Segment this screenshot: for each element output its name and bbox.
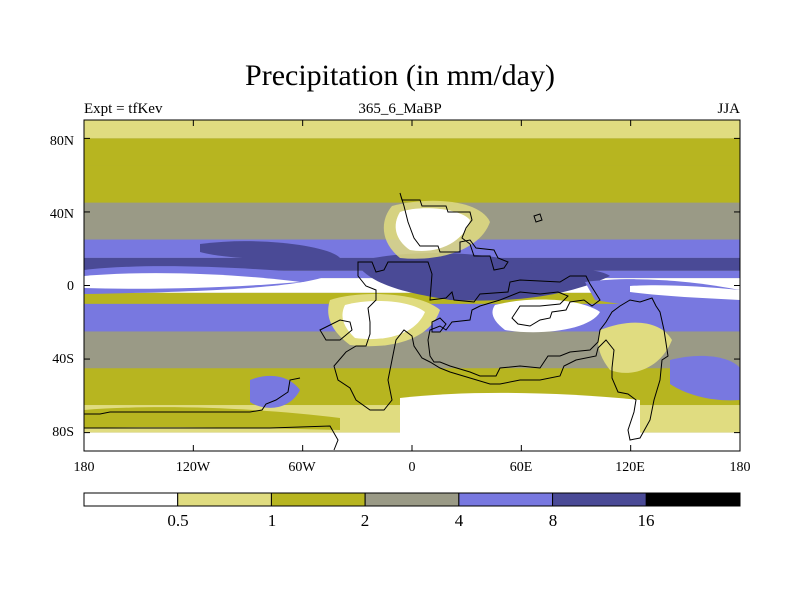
x-tick-label: 60E — [509, 460, 533, 475]
colorbar-level-label: 0.5 — [167, 511, 189, 530]
tropical-monsoon-core — [355, 253, 610, 301]
y-tick-label: 40S — [52, 352, 74, 367]
colorbar-swatch — [645, 492, 741, 507]
x-tick-label: 120E — [615, 460, 645, 475]
equatorial-dry-tongue — [630, 285, 740, 300]
colorbar-level-label: 4 — [454, 511, 464, 530]
latitude-band — [84, 165, 740, 203]
north-pacific-wet-band — [200, 241, 340, 260]
continent-outline-island-a — [319, 319, 353, 341]
time-label: 365_6_MaBP — [358, 101, 442, 117]
colorbar — [83, 492, 741, 507]
latitude-band — [84, 138, 740, 166]
australian-dry-region — [598, 322, 672, 373]
continent-outline-south-inner — [84, 425, 339, 451]
colorbar-swatch — [83, 492, 179, 507]
latitude-band — [84, 120, 740, 139]
x-tick-label: 0 — [408, 460, 416, 475]
continent-outline-north-a — [399, 192, 509, 271]
colorbar-level-label: 8 — [548, 511, 558, 530]
season-label: JJA — [717, 101, 740, 117]
colorbar-level-label: 2 — [360, 511, 370, 530]
continent-outlines — [84, 192, 669, 451]
y-tick-label: 40N — [49, 207, 74, 222]
southwest-pacific-wet-patch — [670, 355, 740, 401]
continent-outline-south-coast — [84, 377, 301, 415]
colorbar-swatch — [177, 492, 272, 507]
experiment-label: Expt = tfKev — [84, 101, 163, 117]
x-tick-label: 120W — [175, 460, 211, 475]
chart-title: Precipitation (in mm/day) — [245, 59, 555, 92]
colorbar-level-label: 16 — [637, 511, 655, 530]
continent-outline-main — [333, 261, 669, 441]
colorbar-swatch — [552, 492, 647, 507]
southern-ocean-band — [84, 407, 340, 430]
desert-core-south — [342, 300, 425, 340]
y-tick-label: 0 — [67, 279, 74, 294]
y-tick-label: 80N — [49, 134, 74, 149]
continent-outline-island-b — [431, 317, 447, 333]
colorbar-swatch — [364, 492, 460, 507]
x-tick-label: 180 — [729, 460, 751, 475]
antarctic-dry-region — [400, 392, 640, 451]
colorbar-level-label: 1 — [267, 511, 277, 530]
continent-outline-island-c — [533, 213, 543, 223]
colorbar-swatch — [270, 492, 366, 507]
x-tick-label: 60W — [288, 460, 316, 475]
south-american-wet-patch — [250, 375, 300, 408]
desert-core-north — [395, 208, 470, 251]
y-tick-label: 80S — [52, 425, 74, 440]
pacific-dry-core — [84, 273, 300, 289]
colorbar-swatch — [458, 492, 554, 507]
axis-ticks — [83, 120, 741, 451]
map-fill — [84, 120, 740, 451]
x-tick-label: 180 — [73, 460, 95, 475]
